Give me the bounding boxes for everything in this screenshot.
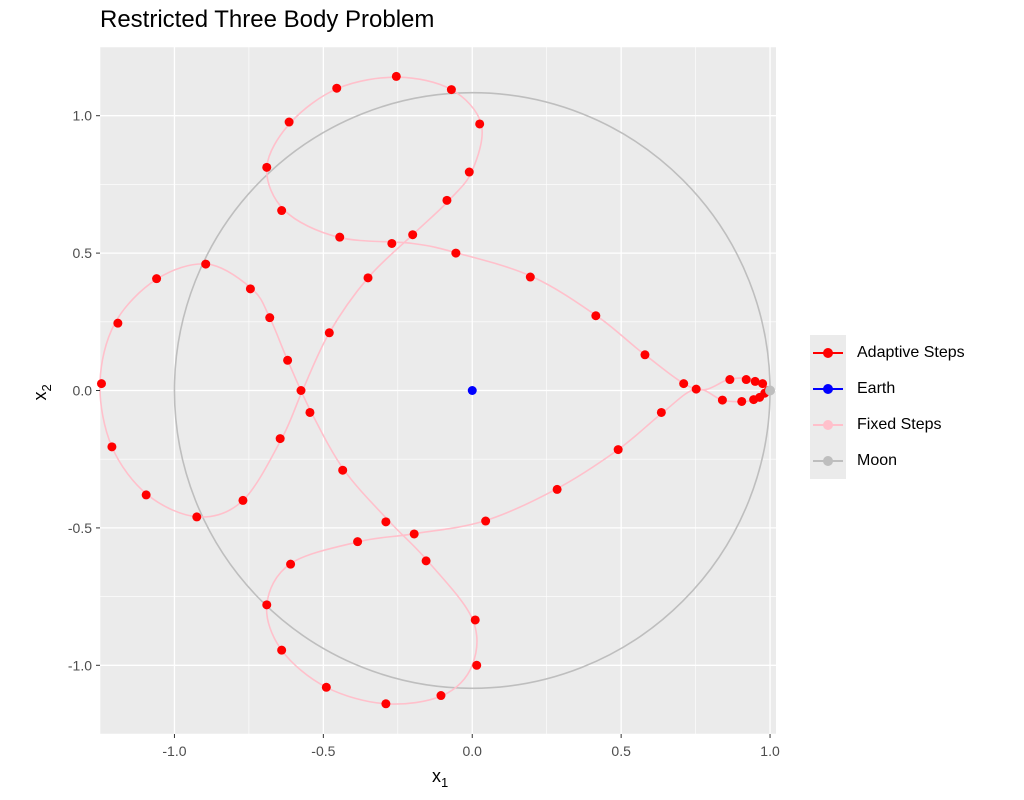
legend-label-adaptive: Adaptive Steps bbox=[857, 344, 965, 361]
y-tick-label-3: 0.5 bbox=[73, 245, 93, 261]
adaptive-point-2 bbox=[750, 376, 760, 386]
x-tick-label-2: 0.0 bbox=[463, 743, 483, 759]
adaptive-point-3 bbox=[741, 375, 751, 385]
legend-key-fixed bbox=[810, 407, 846, 443]
adaptive-point-42 bbox=[421, 556, 431, 566]
legend bbox=[810, 335, 846, 479]
adaptive-point-15 bbox=[262, 162, 272, 172]
adaptive-point-18 bbox=[391, 71, 401, 81]
adaptive-point-28 bbox=[245, 284, 255, 294]
adaptive-point-54 bbox=[613, 445, 623, 455]
adaptive-point-33 bbox=[107, 442, 117, 452]
adaptive-point-32 bbox=[96, 379, 106, 389]
adaptive-point-37 bbox=[275, 434, 285, 444]
adaptive-point-26 bbox=[283, 355, 293, 365]
legend-key-adaptive bbox=[810, 335, 846, 371]
adaptive-point-29 bbox=[201, 259, 211, 269]
adaptive-point-27 bbox=[265, 313, 275, 323]
y-axis-title: x2 bbox=[30, 384, 54, 400]
x-tick-label-1: -0.5 bbox=[311, 743, 335, 759]
adaptive-point-48 bbox=[277, 645, 287, 655]
legend-key-earth bbox=[810, 371, 846, 407]
adaptive-point-5 bbox=[679, 379, 689, 389]
adaptive-point-30 bbox=[152, 274, 162, 284]
adaptive-point-56 bbox=[717, 395, 727, 405]
adaptive-point-40 bbox=[381, 517, 391, 527]
x-tick-label-4: 1.0 bbox=[760, 743, 780, 759]
adaptive-point-53 bbox=[552, 484, 562, 494]
adaptive-point-20 bbox=[475, 119, 485, 129]
adaptive-point-16 bbox=[284, 117, 294, 127]
legend-label-moon: Moon bbox=[857, 452, 898, 469]
x-axis-ticks: -1.0 -0.5 0.0 0.5 1.0 bbox=[162, 734, 780, 759]
adaptive-point-14 bbox=[277, 206, 287, 216]
y-axis-ticks: -1.0 -0.5 0.0 0.5 1.0 bbox=[68, 108, 100, 673]
adaptive-point-22 bbox=[442, 195, 452, 205]
adaptive-point-7 bbox=[640, 350, 650, 360]
y-tick-label-0: -1.0 bbox=[68, 657, 92, 673]
adaptive-point-43 bbox=[470, 615, 480, 625]
x-tick-label-0: -1.0 bbox=[162, 743, 186, 759]
legend-item-moon: Moon bbox=[810, 443, 1010, 479]
legend-dot-moon bbox=[823, 456, 833, 466]
legend-item-fixed: Fixed Steps bbox=[810, 407, 1010, 443]
y-tick-label-4: 1.0 bbox=[73, 108, 93, 124]
adaptive-point-13 bbox=[335, 232, 345, 242]
adaptive-point-21 bbox=[464, 167, 474, 177]
adaptive-point-31 bbox=[113, 318, 123, 328]
legend-item-earth: Earth bbox=[810, 371, 1010, 407]
legend-label-fixed: Fixed Steps bbox=[857, 416, 942, 433]
adaptive-point-46 bbox=[381, 699, 391, 709]
legend-dot-adaptive bbox=[823, 348, 833, 358]
adaptive-point-24 bbox=[324, 328, 334, 338]
adaptive-point-57 bbox=[737, 396, 747, 406]
chart-title: Restricted Three Body Problem bbox=[100, 6, 435, 33]
y-tick-label-1: -0.5 bbox=[68, 520, 92, 536]
adaptive-point-12 bbox=[387, 238, 397, 248]
adaptive-steps-points bbox=[96, 71, 773, 709]
moon-point bbox=[765, 385, 776, 396]
adaptive-point-6 bbox=[691, 384, 701, 394]
adaptive-point-35 bbox=[192, 512, 202, 522]
legend-item-adaptive: Adaptive Steps bbox=[810, 335, 1010, 371]
fixed-steps-path bbox=[99, 76, 769, 705]
adaptive-point-10 bbox=[451, 248, 461, 258]
adaptive-point-23 bbox=[363, 273, 373, 283]
x-axis-title: x1 bbox=[432, 766, 448, 790]
adaptive-point-52 bbox=[481, 516, 491, 526]
legend-key-moon bbox=[810, 443, 846, 479]
legend-dot-earth bbox=[823, 384, 833, 394]
adaptive-point-17 bbox=[332, 83, 342, 93]
adaptive-point-39 bbox=[338, 465, 348, 475]
adaptive-point-19 bbox=[446, 85, 456, 95]
legend-label-earth: Earth bbox=[857, 380, 896, 397]
adaptive-point-55 bbox=[656, 407, 666, 417]
x-tick-label-3: 0.5 bbox=[611, 743, 631, 759]
adaptive-point-41 bbox=[409, 529, 419, 539]
adaptive-point-44 bbox=[472, 660, 482, 670]
adaptive-point-36 bbox=[238, 495, 248, 505]
adaptive-point-8 bbox=[591, 311, 601, 321]
adaptive-point-51 bbox=[353, 537, 363, 547]
adaptive-point-34 bbox=[141, 490, 151, 500]
grid-minor bbox=[99, 46, 776, 735]
adaptive-point-38 bbox=[305, 407, 315, 417]
adaptive-point-45 bbox=[436, 691, 446, 701]
adaptive-point-47 bbox=[321, 682, 331, 692]
adaptive-point-50 bbox=[286, 559, 296, 569]
adaptive-point-9 bbox=[525, 272, 535, 282]
adaptive-point-1 bbox=[758, 379, 768, 389]
adaptive-point-11 bbox=[408, 230, 418, 240]
earth-point bbox=[467, 386, 477, 395]
adaptive-point-49 bbox=[262, 600, 272, 610]
y-tick-label-2: 0.0 bbox=[73, 383, 93, 399]
legend-dot-fixed bbox=[823, 420, 833, 430]
adaptive-point-25 bbox=[296, 386, 306, 395]
adaptive-point-4 bbox=[725, 375, 735, 385]
